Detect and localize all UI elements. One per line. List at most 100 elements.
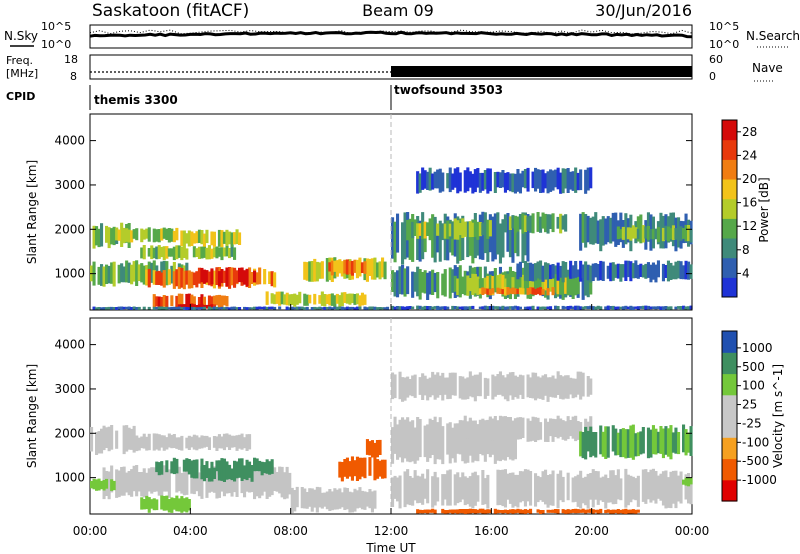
velocity-cell (556, 509, 560, 514)
velocity-cell (145, 436, 149, 451)
power-colorbar-swatch (722, 198, 737, 219)
velocity-cell (604, 509, 608, 514)
power-cell (363, 294, 367, 305)
velocity-cell (664, 426, 668, 455)
power-cell (406, 306, 410, 310)
freq-tick-bottom: 8 (70, 70, 77, 83)
velocity-cell (539, 377, 543, 399)
power-cell (451, 173, 455, 190)
power-cell (177, 245, 181, 258)
power-cell (202, 269, 206, 284)
velocity-cell (629, 475, 633, 503)
power-cell (187, 270, 191, 289)
power-cell (541, 169, 545, 193)
velocity-cell (446, 470, 450, 506)
velocity-cell (458, 420, 462, 455)
velocity-cell (529, 508, 533, 514)
power-cell (579, 306, 583, 310)
velocity-cell (403, 377, 407, 401)
velocity-cell (275, 472, 279, 492)
power-cell (621, 264, 625, 278)
power-cell (107, 227, 111, 249)
power-cell (125, 228, 129, 242)
power-cell (511, 277, 515, 291)
power-cell (373, 306, 377, 310)
power-cell (152, 294, 156, 308)
power-cell (175, 295, 179, 308)
velocity-cell (222, 458, 226, 472)
power-cell (496, 171, 500, 188)
power-cell (107, 306, 111, 310)
velocity-cell (549, 418, 553, 437)
velocity-cell (117, 470, 121, 498)
velocity-cell (513, 418, 517, 440)
power-cell (546, 272, 550, 300)
power-cell (634, 306, 638, 309)
power-cell (165, 246, 169, 259)
power-cell (228, 231, 232, 245)
velocity-cell (624, 468, 628, 508)
velocity-cell (441, 474, 445, 506)
power-cell (396, 306, 400, 310)
power-cell (165, 261, 169, 286)
power-cell (330, 307, 334, 310)
velocity-cell (539, 477, 543, 501)
power-cell (503, 278, 507, 295)
power-cell (401, 306, 405, 310)
power-cell (586, 306, 590, 310)
velocity-cell (268, 466, 272, 497)
velocity-cell (468, 419, 472, 456)
velocity-cell (453, 474, 457, 506)
power-cell (521, 288, 525, 295)
power-cell (197, 229, 201, 243)
power-cell (210, 307, 214, 310)
velocity-cell (416, 417, 420, 461)
power-cell (666, 306, 670, 310)
power-cell (418, 173, 422, 193)
power-cell (105, 264, 109, 284)
power-cell (491, 305, 495, 310)
power-cell (180, 230, 184, 247)
power-cell (566, 306, 570, 310)
velocity-colorbar-tick-label: 100 (742, 379, 765, 393)
power-cell (421, 306, 425, 310)
velocity-cell (222, 433, 226, 451)
power-cell (157, 296, 161, 308)
velocity-cell (235, 464, 239, 479)
power-cell (202, 306, 206, 310)
power-colorbar-swatch (722, 257, 737, 278)
velocity-cell (634, 433, 638, 457)
power-cell (278, 291, 282, 306)
power-cell (478, 172, 482, 193)
power-cell (130, 307, 134, 310)
velocity-cell (486, 419, 490, 437)
velocity-cell (95, 432, 99, 455)
velocity-cell (518, 509, 522, 514)
power-cell (353, 259, 357, 273)
velocity-cell (413, 427, 417, 464)
power-cell (345, 259, 349, 275)
power-cell (456, 167, 460, 194)
power-cell (250, 307, 254, 310)
power-cell (192, 307, 196, 310)
power-cell (220, 295, 224, 308)
power-cell (579, 213, 583, 251)
power-cell (383, 307, 387, 310)
power-cell (135, 307, 139, 310)
power-cell (677, 227, 681, 239)
velocity-cell (473, 374, 477, 402)
velocity-cell (438, 375, 442, 396)
velocity-cell (421, 373, 425, 400)
power-cell (501, 289, 505, 295)
velocity-colorbar-swatch (722, 352, 737, 375)
power-cell (438, 220, 442, 262)
velocity-cell (451, 427, 455, 459)
power-cell (518, 214, 522, 230)
velocity-cell (411, 420, 415, 462)
power-cell (376, 262, 380, 278)
velocity-cell (433, 416, 437, 465)
power-cell (453, 168, 457, 188)
velocity-cell (238, 458, 242, 474)
power-cell (687, 306, 691, 310)
velocity-cell (165, 437, 169, 450)
